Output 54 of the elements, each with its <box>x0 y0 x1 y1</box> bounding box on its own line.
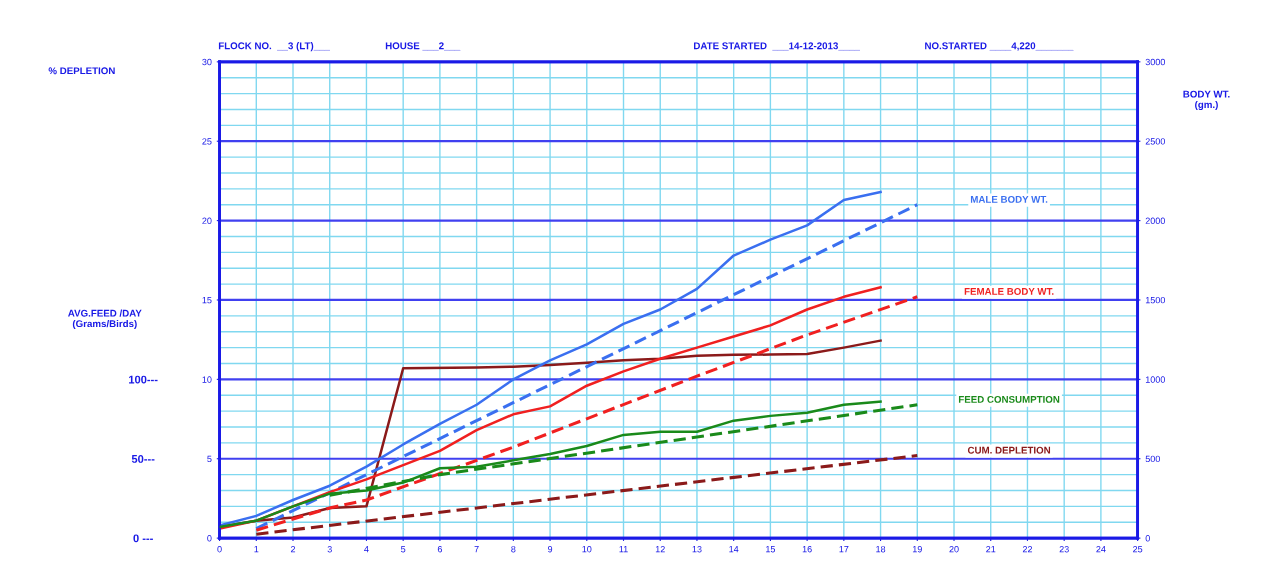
y-tick-label: 15 <box>202 297 212 304</box>
y2-tick-label: 0 <box>1145 535 1150 542</box>
y-tick-label: 25 <box>202 138 212 145</box>
y2-axis-title: BODY WT. (gm.) <box>1183 90 1230 110</box>
text: HOUSE ___2___ <box>385 42 461 51</box>
x-tick-label: 19 <box>912 546 922 553</box>
x-tick-label: 11 <box>619 546 628 553</box>
y-tick-label: 5 <box>207 455 212 463</box>
y3-tick-label: 100--- <box>129 375 158 384</box>
x-tick-label: 8 <box>511 546 516 553</box>
y-axis-title: % DEPLETION <box>48 67 115 75</box>
x-tick-label: 9 <box>547 546 553 553</box>
x-tick-label: 16 <box>802 546 812 553</box>
x-tick-label: 6 <box>437 546 443 553</box>
y-tick-label: 0 <box>207 535 212 542</box>
x-tick-label: 18 <box>876 546 886 553</box>
x-tick-label: 2 <box>290 546 296 553</box>
text: MALE BODY WT. <box>970 195 1048 203</box>
x-tick-label: 23 <box>1059 546 1069 553</box>
y3-tick-label: 0 --- <box>133 534 153 543</box>
x-tick-label: 13 <box>692 546 702 553</box>
y2-tick-label: 1500 <box>1145 296 1165 304</box>
x-tick-label: 20 <box>949 546 959 553</box>
x-tick-label: 10 <box>582 546 592 553</box>
text: DATE STARTED ___14-12-2013____ <box>694 42 861 51</box>
y2-tick-label: 3000 <box>1145 58 1165 66</box>
y3-tick-label: 50--- <box>131 455 155 463</box>
x-tick-label: 14 <box>729 546 739 553</box>
text: CUM. DEPLETION <box>967 446 1051 454</box>
y-tick-label: 20 <box>202 217 212 224</box>
x-tick-label: 4 <box>364 546 369 553</box>
x-tick-label: 22 <box>1022 546 1033 553</box>
x-tick-label: 17 <box>839 546 849 553</box>
y-tick-label: 10 <box>202 376 212 383</box>
x-tick-label: 24 <box>1096 546 1106 553</box>
y2-tick-label: 1000 <box>1145 376 1165 383</box>
x-tick-label: 12 <box>655 546 665 553</box>
x-tick-label: 7 <box>474 546 479 553</box>
y2-tick-label: 2500 <box>1145 138 1165 145</box>
y-tick-label: 30 <box>202 58 212 66</box>
x-tick-label: 5 <box>401 546 406 553</box>
text: NO.STARTED ____4,220_______ <box>925 42 1074 51</box>
x-tick-label: 0 <box>217 546 222 553</box>
x-tick-label: 3 <box>327 546 332 553</box>
text: FLOCK NO. __3 (LT)___ <box>218 42 331 52</box>
x-tick-label: 15 <box>766 546 776 553</box>
y2-tick-label: 500 <box>1145 455 1160 463</box>
x-tick-label: 25 <box>1133 546 1143 553</box>
text: FEMALE BODY WT. <box>964 288 1054 295</box>
y3-axis-title: AVG.FEED /DAY (Grams/Birds) <box>68 309 142 330</box>
x-tick-label: 1 <box>254 546 259 553</box>
x-tick-label: 21 <box>986 546 996 553</box>
y2-tick-label: 2000 <box>1145 217 1165 224</box>
text: FEED CONSUMPTION <box>958 395 1060 403</box>
